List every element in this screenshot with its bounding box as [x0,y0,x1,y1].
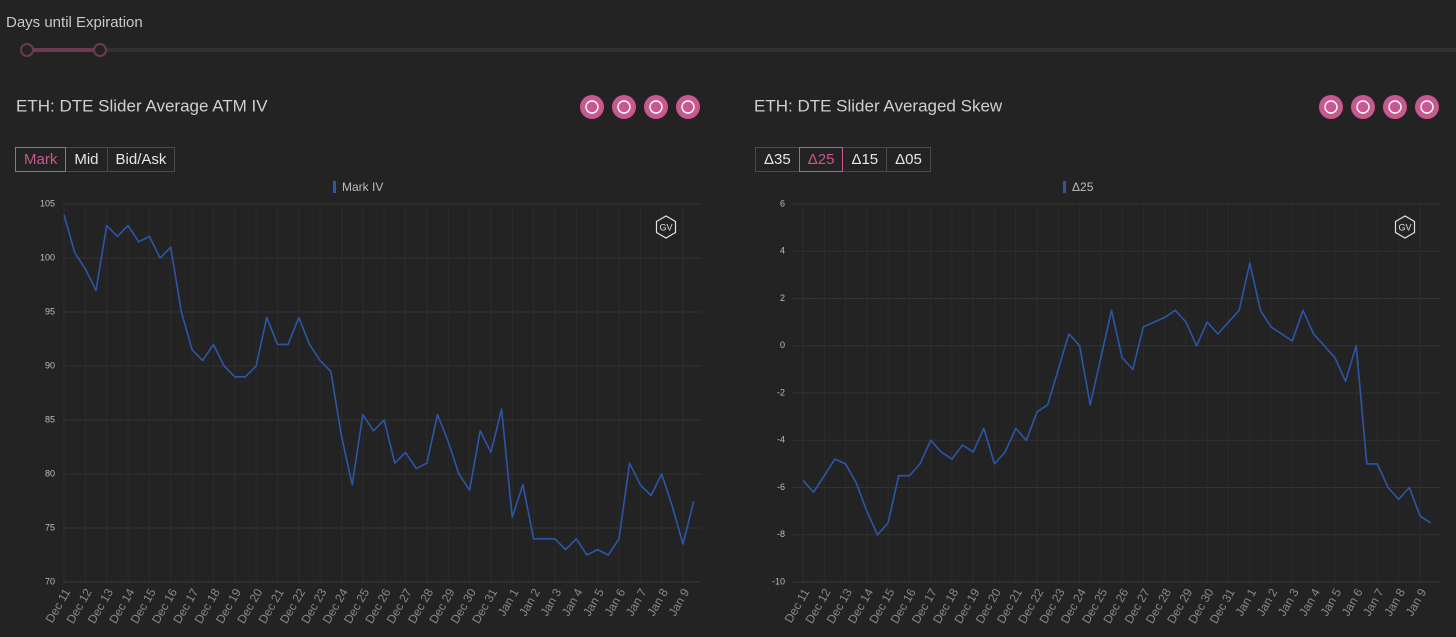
y-tick-label: -2 [777,387,785,397]
watermark: GV [1398,222,1411,232]
x-tick-label: Jan 1 [1232,586,1259,619]
y-tick-label: 6 [780,198,785,208]
toggle-button[interactable]: Δ05 [886,147,931,172]
legend-swatch [333,181,336,193]
x-tick-label: Jan 4 [559,586,586,619]
x-tick-label: Jan 2 [1254,586,1281,619]
x-tick-label: Jan 2 [516,586,543,619]
x-tick-label: Jan 5 [580,586,607,619]
alert-button[interactable] [1319,95,1343,119]
alert-button[interactable] [580,95,604,119]
y-tick-label: 70 [45,576,55,586]
y-tick-label: 4 [780,246,785,256]
help-icon [1356,100,1370,114]
chart-title: ETH: DTE Slider Averaged Skew [754,96,1003,115]
download-icon [1420,100,1434,114]
y-tick-label: 100 [40,252,55,262]
toggle-button[interactable]: Mark [15,147,67,172]
toggle-button[interactable]: Mid [65,147,108,172]
x-tick-label: Jan 8 [644,586,671,619]
x-tick-label: Jan 3 [537,586,564,619]
download-button[interactable] [676,95,700,119]
chart-title: ETH: DTE Slider Average ATM IV [16,96,268,115]
watermark: GV [659,222,672,232]
y-tick-label: 2 [780,293,785,303]
x-tick-label: Jan 9 [666,586,693,619]
alert-icon [585,100,599,114]
y-tick-label: 95 [45,306,55,316]
legend-label: Δ25 [1072,180,1094,194]
download-button[interactable] [1415,95,1439,119]
y-tick-label: 75 [45,522,55,532]
legend-label: Mark IV [342,180,383,194]
camera-button[interactable] [1383,95,1407,119]
x-tick-label: Jan 8 [1381,586,1408,619]
y-tick-label: 80 [45,468,55,478]
y-tick-label: -10 [772,576,785,586]
x-tick-label: Jan 4 [1296,586,1323,619]
watermark-hexagon [655,215,677,239]
y-tick-label: -8 [777,529,785,539]
toggle-button[interactable]: Δ25 [798,147,844,172]
toggle-group: Mark Mid Bid/Ask [15,147,176,172]
toggle-button[interactable]: Δ15 [842,147,888,172]
alert-icon [1324,100,1338,114]
y-tick-label: -6 [777,482,785,492]
slider-handle[interactable] [20,43,34,57]
slider-handle[interactable] [93,43,107,57]
x-tick-label: Jan 9 [1403,586,1430,619]
filter-label: Days until Expiration [6,14,143,31]
toggle-group: Δ35 Δ25 Δ15 Δ05 [755,147,931,172]
camera-button[interactable] [644,95,668,119]
camera-icon [649,100,663,114]
series-line [63,214,695,556]
x-tick-label: Jan 1 [495,586,522,619]
y-tick-label: 0 [780,340,785,350]
watermark-hexagon [1394,215,1416,239]
y-tick-label: -4 [777,435,785,445]
x-tick-label: Jan 7 [1360,586,1387,619]
help-icon [617,100,631,114]
y-tick-label: 105 [40,198,55,208]
download-icon [681,100,695,114]
y-tick-label: 85 [45,414,55,424]
legend-swatch [1063,181,1066,193]
toggle-button[interactable]: Bid/Ask [106,147,176,172]
x-tick-label: Jan 7 [623,586,650,619]
y-tick-label: 90 [45,360,55,370]
series-line [802,262,1432,536]
camera-icon [1388,100,1402,114]
toggle-button[interactable]: Δ35 [755,147,800,172]
help-button[interactable] [1351,95,1375,119]
x-tick-label: Jan 6 [602,586,629,619]
x-tick-label: Jan 5 [1317,586,1344,619]
help-button[interactable] [612,95,636,119]
